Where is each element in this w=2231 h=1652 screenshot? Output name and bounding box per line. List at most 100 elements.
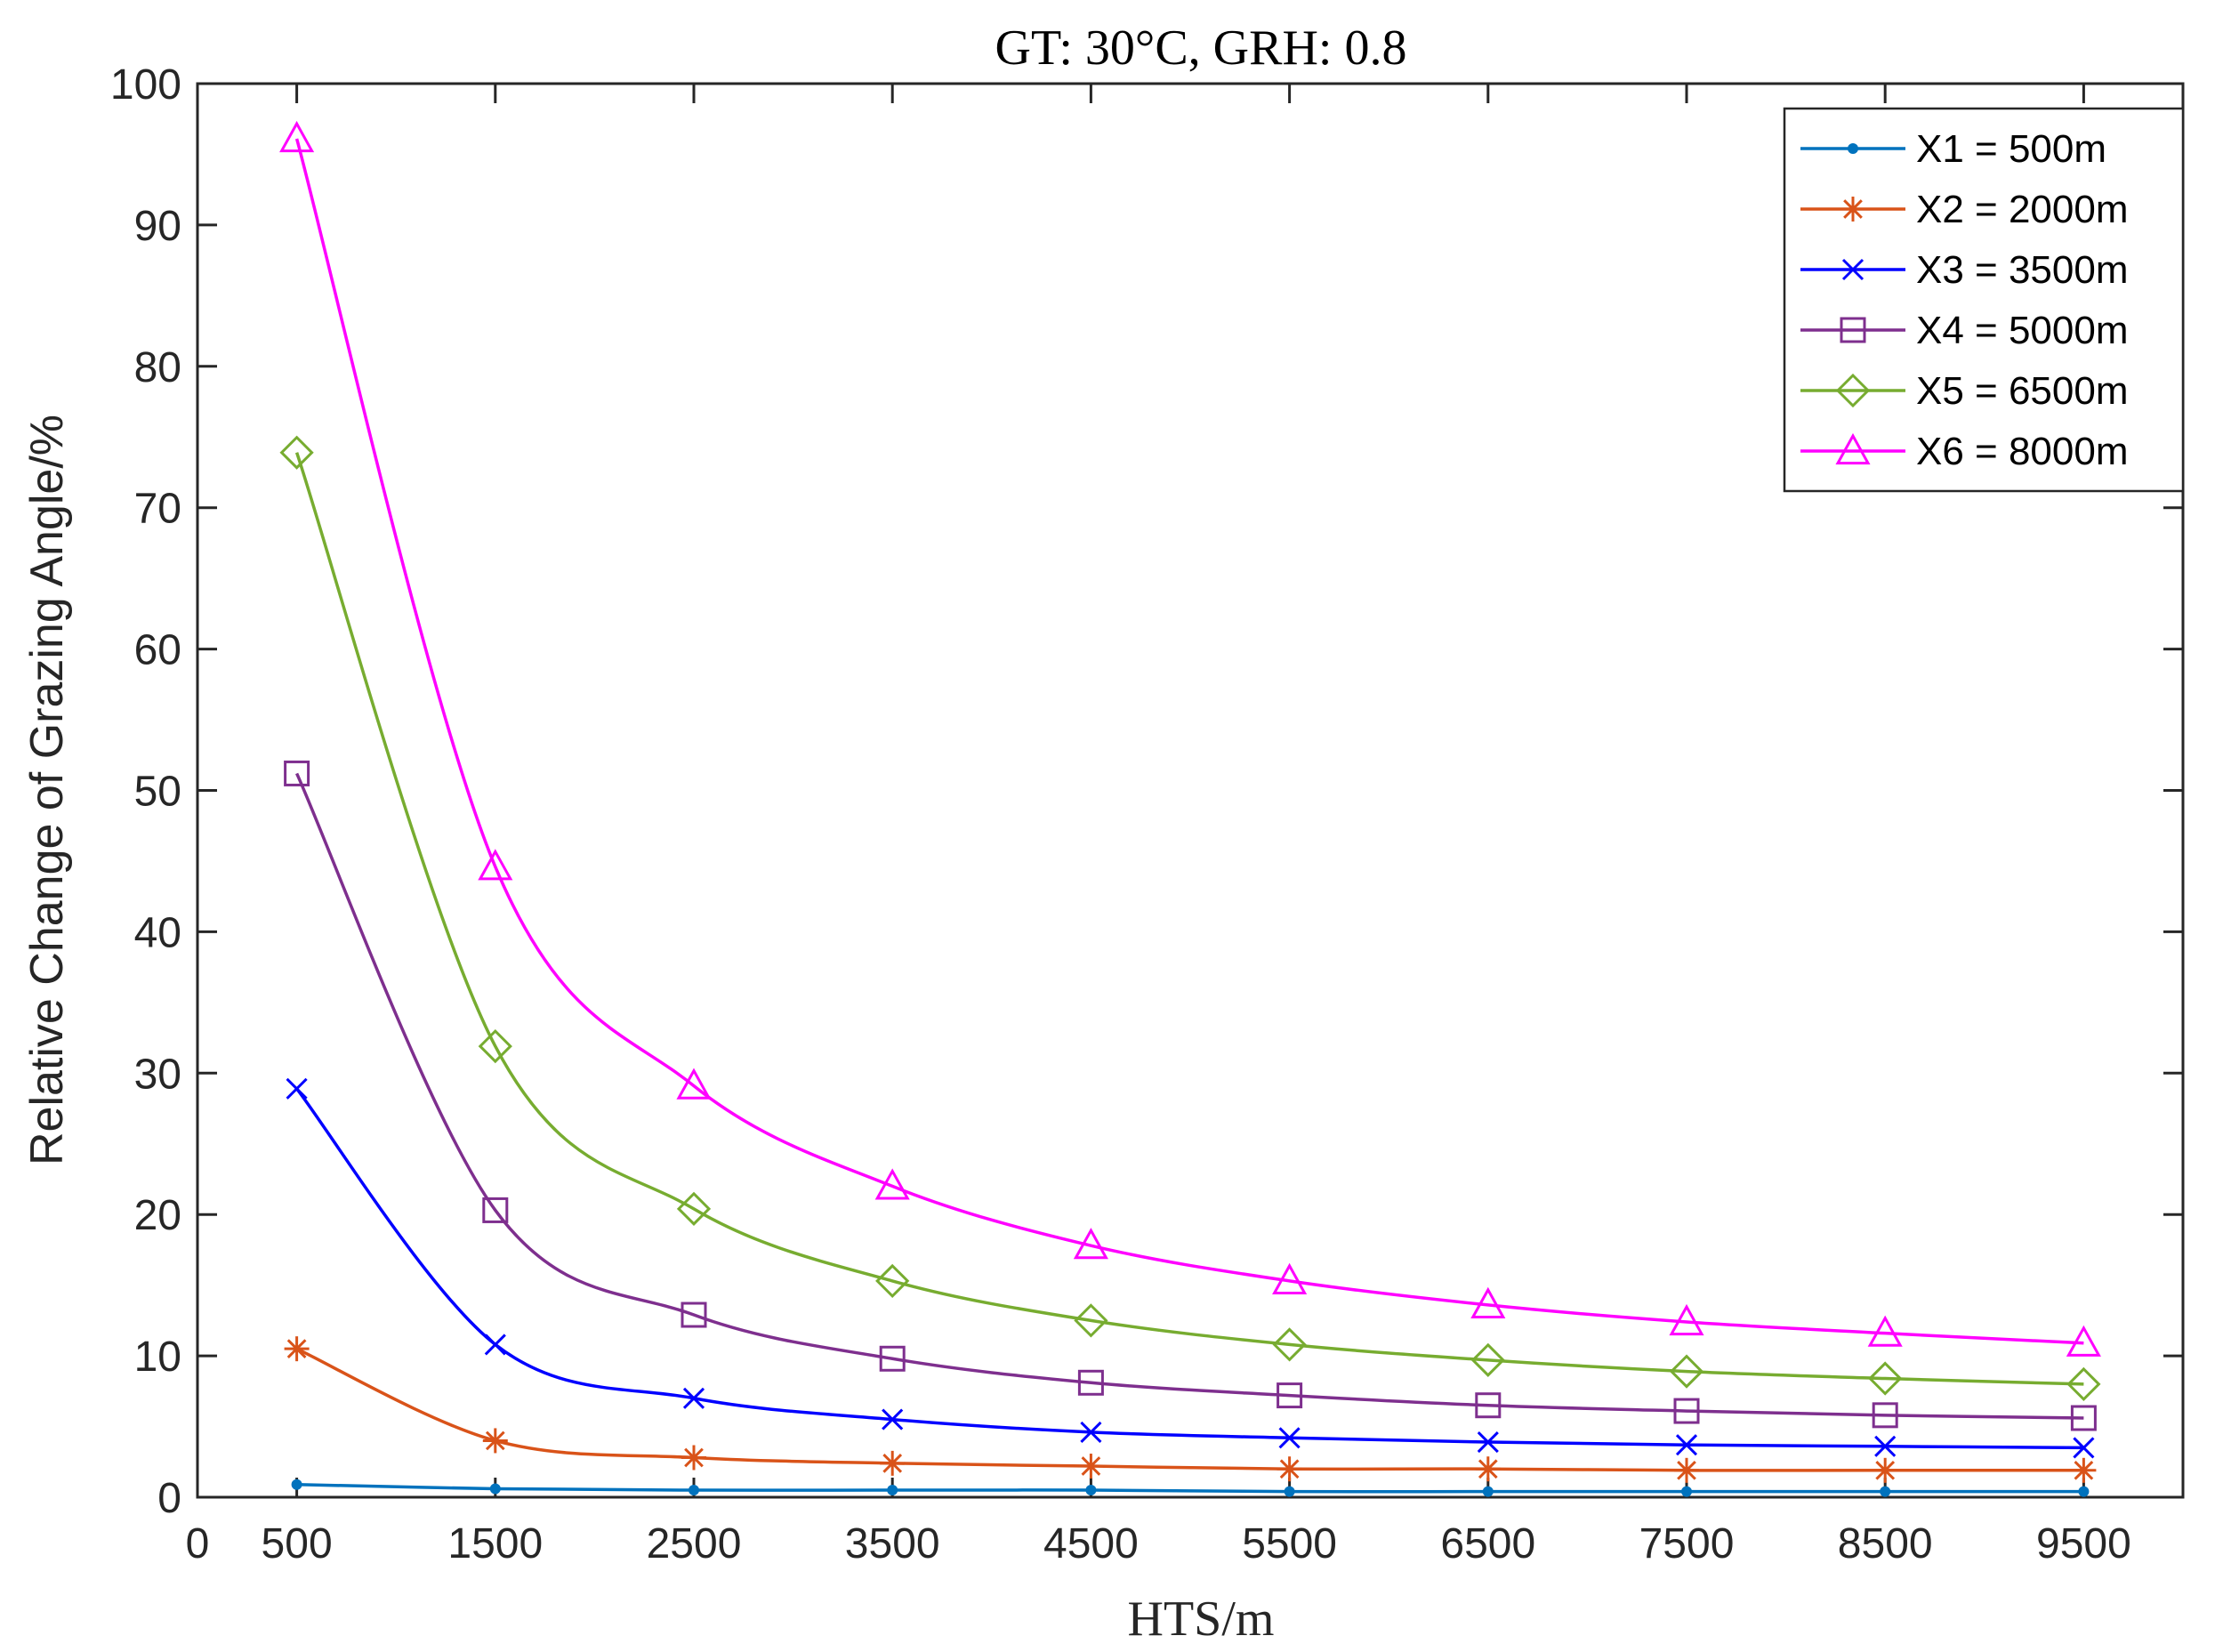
data-point: [681, 1445, 706, 1471]
data-point: [875, 1263, 910, 1299]
series-line-6: [294, 138, 2084, 1345]
data-point: [279, 120, 315, 153]
series-line-4: [295, 772, 2084, 1420]
data-point: [1482, 1486, 1494, 1497]
y-axis-title: Relative Change of Grazing Angle/%: [21, 415, 73, 1165]
data-point: [1078, 1454, 1104, 1479]
x-tick-label: 3500: [845, 1520, 940, 1567]
data-point: [1475, 1392, 1502, 1419]
data-point: [482, 1428, 508, 1454]
data-point: [1669, 1303, 1704, 1336]
x-tick-label: 7500: [1639, 1520, 1735, 1567]
data-point: [879, 1345, 906, 1372]
data-point: [2070, 1405, 2097, 1431]
legend-label: X6 = 8000m: [1916, 430, 2129, 473]
data-point: [284, 760, 310, 786]
data-point: [489, 1483, 501, 1495]
data-point: [1475, 1456, 1501, 1482]
legend-label: X3 = 3500m: [1916, 248, 2129, 292]
y-tick-label: 10: [134, 1334, 181, 1381]
legend-box: [1783, 107, 2185, 493]
legend-marker: [1840, 197, 1865, 222]
y-tick-label: 70: [134, 486, 181, 533]
data-point: [2078, 1486, 2090, 1497]
y-tick-label: 30: [134, 1051, 181, 1098]
x-tick-label: 9500: [2036, 1520, 2131, 1567]
data-point: [291, 1479, 302, 1490]
data-point: [1874, 1435, 1897, 1457]
data-point: [1681, 1486, 1692, 1497]
y-tick-label: 50: [134, 769, 181, 816]
y-tick-label: 20: [134, 1192, 181, 1239]
chart-title: GT: 30°C, GRH: 0.8: [995, 20, 1407, 76]
data-point: [286, 1077, 308, 1100]
x-tick-label: 500: [262, 1520, 333, 1567]
legend-marker: [1835, 373, 1871, 408]
x-tick-label: 4500: [1043, 1520, 1139, 1567]
x-tick-label: 8500: [1838, 1520, 1933, 1567]
legend-label: X5 = 6500m: [1916, 369, 2129, 413]
legend-item: X2 = 2000m: [1800, 188, 2129, 231]
data-point: [676, 1068, 712, 1100]
data-point: [887, 1485, 898, 1496]
data-point: [1272, 1327, 1307, 1362]
data-point: [1272, 1262, 1308, 1294]
data-point: [1470, 1286, 1506, 1318]
series-5: [279, 435, 2101, 1402]
legend-item: X4 = 5000m: [1800, 309, 2129, 352]
data-point: [1277, 1456, 1302, 1482]
series-line-1: [296, 1482, 2084, 1494]
data-point: [2066, 1366, 2101, 1402]
data-point: [1284, 1486, 1295, 1497]
data-point: [1077, 1369, 1104, 1396]
data-point: [1470, 1342, 1505, 1377]
series-3: [286, 1077, 2095, 1459]
data-point: [689, 1485, 699, 1496]
legend-label: X4 = 5000m: [1916, 309, 2129, 352]
legend-item: X1 = 500m: [1800, 127, 2106, 171]
data-point: [1074, 1303, 1108, 1338]
data-point: [1880, 1486, 1891, 1497]
data-point: [484, 1334, 506, 1356]
data-point: [1868, 1361, 1903, 1396]
data-point: [1080, 1421, 1102, 1443]
data-point: [1673, 1398, 1700, 1424]
data-point: [478, 1028, 512, 1064]
series-line-3: [295, 1087, 2084, 1450]
data-point: [2073, 1437, 2095, 1459]
legend-item: X5 = 6500m: [1800, 369, 2129, 413]
data-point: [1873, 1457, 1898, 1483]
y-tick-label: 0: [157, 1475, 181, 1522]
data-point: [676, 1191, 712, 1226]
data-point: [1277, 1382, 1303, 1409]
legend-label: X1 = 500m: [1916, 127, 2106, 171]
legend-label: X2 = 2000m: [1916, 188, 2129, 231]
data-point: [1674, 1457, 1699, 1483]
data-point: [1675, 1434, 1698, 1456]
y-tick-label: 100: [110, 61, 181, 109]
data-point: [1872, 1402, 1898, 1429]
y-tick-label: 80: [134, 344, 181, 391]
data-point: [1085, 1485, 1097, 1496]
data-point: [1278, 1427, 1301, 1449]
legend-marker: [1848, 143, 1858, 154]
x-tick-label: 6500: [1440, 1520, 1535, 1567]
data-point: [682, 1387, 705, 1409]
legend-item: X3 = 3500m: [1800, 248, 2129, 292]
data-point: [1477, 1430, 1499, 1454]
data-point: [2071, 1457, 2097, 1483]
data-point: [874, 1168, 910, 1200]
data-point: [279, 435, 314, 470]
axis-ticks: 0 500 1500 2500 3500 4500 5500 6500 7500 8500 9500…: [110, 61, 2183, 1567]
y-tick-label: 40: [134, 909, 181, 956]
data-point: [882, 1408, 904, 1430]
data-point: [284, 1336, 310, 1362]
x-tick-label: 2500: [647, 1520, 742, 1567]
x-tick-label: 1500: [447, 1520, 543, 1567]
data-point: [1073, 1228, 1108, 1260]
series-2: [284, 1336, 2097, 1483]
legend-marker: [1835, 432, 1871, 465]
data-point: [1867, 1315, 1903, 1347]
data-point: [478, 849, 513, 881]
